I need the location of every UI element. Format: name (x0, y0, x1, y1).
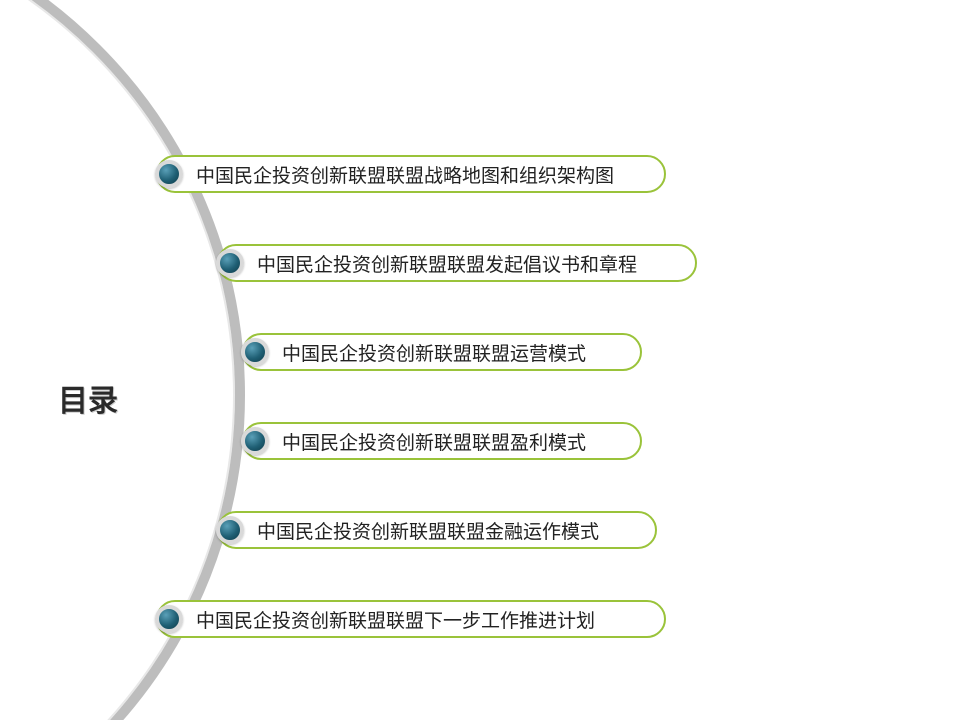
toc-item-2: 中国民企投资创新联盟联盟发起倡议书和章程 (217, 244, 697, 282)
toc-item-label: 中国民企投资创新联盟联盟盈利模式 (282, 428, 586, 455)
toc-item-label: 中国民企投资创新联盟联盟战略地图和组织架构图 (196, 161, 614, 188)
diagram-stage: 目录 中国民企投资创新联盟联盟战略地图和组织架构图 中国民企投资创新联盟联盟发起… (0, 0, 960, 720)
toc-item-4: 中国民企投资创新联盟联盟盈利模式 (242, 422, 642, 460)
bullet-icon (216, 516, 244, 544)
toc-item-label: 中国民企投资创新联盟联盟金融运作模式 (257, 517, 599, 544)
bullet-icon (241, 427, 269, 455)
toc-item-label: 中国民企投资创新联盟联盟下一步工作推进计划 (196, 606, 595, 633)
toc-item-6: 中国民企投资创新联盟联盟下一步工作推进计划 (156, 600, 666, 638)
toc-title: 目录 (58, 376, 118, 420)
bullet-icon (155, 605, 183, 633)
toc-item-3: 中国民企投资创新联盟联盟运营模式 (242, 333, 642, 371)
toc-item-1: 中国民企投资创新联盟联盟战略地图和组织架构图 (156, 155, 666, 193)
toc-item-5: 中国民企投资创新联盟联盟金融运作模式 (217, 511, 657, 549)
bullet-icon (216, 249, 244, 277)
toc-item-label: 中国民企投资创新联盟联盟发起倡议书和章程 (257, 250, 637, 277)
bullet-icon (155, 160, 183, 188)
toc-item-label: 中国民企投资创新联盟联盟运营模式 (282, 339, 586, 366)
bullet-icon (241, 338, 269, 366)
